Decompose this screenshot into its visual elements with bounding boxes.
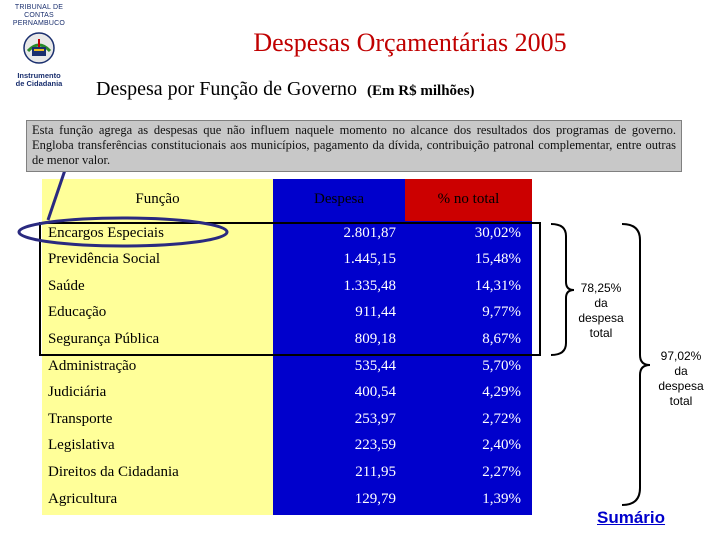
page-subtitle: Despesa por Função de Governo (Em R$ mil… <box>96 78 475 101</box>
row-function: Previdência Social <box>48 251 161 267</box>
row-percent: 8,67% <box>482 331 521 347</box>
all-line2: da <box>674 364 688 378</box>
logo-sub-line2: de Cidadania <box>15 79 63 88</box>
row-function: Transporte <box>48 411 113 427</box>
table-row: Legislativa 223,59 2,40% <box>42 433 532 459</box>
sumario-link[interactable]: Sumário <box>597 508 666 527</box>
row-function: Encargos Especiais <box>48 225 164 241</box>
table-row: Administração 535,44 5,70% <box>42 354 532 380</box>
row-function: Administração <box>48 358 137 374</box>
logo-org-line2: PERNAMBUCO <box>12 20 66 27</box>
row-percent: 1,39% <box>482 491 521 507</box>
top5-line4: total <box>589 326 613 340</box>
all-line4: total <box>669 394 693 408</box>
top5-line2: da <box>594 296 608 310</box>
table-row: Previdência Social 1.445,15 15,48% <box>42 247 532 273</box>
row-expense: 809,18 <box>354 331 396 347</box>
table-row: Transporte 253,97 2,72% <box>42 407 532 433</box>
expense-table: Função Despesa % no total Encargos Espec… <box>42 179 532 515</box>
row-function: Direitos da Cidadania <box>48 464 179 480</box>
subtitle-main: Despesa por Função de Governo <box>96 78 358 100</box>
tribunal-seal-icon <box>23 32 55 64</box>
tooltip-box: Esta função agrega as despesas que não i… <box>26 120 682 172</box>
header-percent: % no total <box>437 191 500 207</box>
logo: TRIBUNAL DE CONTAS PERNAMBUCO Instrument… <box>4 4 74 88</box>
table-row: Segurança Pública 809,18 8,67% <box>42 327 532 353</box>
row-function: Saúde <box>48 278 85 294</box>
all-percent: 97,02% <box>660 349 702 363</box>
row-function: Educação <box>48 304 107 320</box>
table-row: Agricultura 129,79 1,39% <box>42 487 532 513</box>
row-percent: 15,48% <box>474 251 521 267</box>
row-expense: 223,59 <box>354 437 396 453</box>
top5-percent: 78,25% <box>580 281 622 295</box>
row-percent: 5,70% <box>482 358 521 374</box>
row-expense: 2.801,87 <box>343 225 397 241</box>
row-expense: 400,54 <box>354 384 396 400</box>
percent-header-bg <box>405 179 532 221</box>
row-percent: 2,27% <box>482 464 521 480</box>
row-expense: 129,79 <box>354 491 396 507</box>
all-annotation: 97,02% da despesa total <box>646 349 716 409</box>
row-percent: 4,29% <box>482 384 521 400</box>
all-line3: despesa <box>658 379 704 393</box>
row-expense: 211,95 <box>355 464 396 480</box>
row-expense: 1.445,15 <box>343 251 397 267</box>
logo-sub-line1: Instrumento <box>17 71 61 80</box>
row-expense: 911,44 <box>355 304 396 320</box>
table-row: Judiciária 400,54 4,29% <box>42 380 532 406</box>
table-row: Direitos da Cidadania 211,95 2,27% <box>42 460 532 486</box>
row-percent: 2,72% <box>482 411 521 427</box>
row-expense: 535,44 <box>354 358 396 374</box>
row-expense: 1.335,48 <box>343 278 397 294</box>
row-expense: 253,97 <box>354 411 396 427</box>
row-function: Judiciária <box>48 384 107 400</box>
table-row: Saúde 1.335,48 14,31% <box>42 274 532 300</box>
header-function: Função <box>135 191 180 207</box>
top5-line3: despesa <box>578 311 624 325</box>
row-function: Agricultura <box>48 491 118 507</box>
row-percent: 9,77% <box>482 304 521 320</box>
row-function: Legislativa <box>48 437 115 453</box>
row-percent: 14,31% <box>474 278 521 294</box>
top5-annotation: 78,25% da despesa total <box>568 281 634 341</box>
logo-org-line1: TRIBUNAL DE CONTAS <box>14 4 64 19</box>
table-row: Encargos Especiais 2.801,87 30,02% <box>42 221 532 247</box>
row-percent: 2,40% <box>482 437 521 453</box>
expense-header-bg <box>273 179 405 221</box>
table-row: Educação 911,44 9,77% <box>42 300 532 326</box>
subtitle-unit: (Em R$ milhões) <box>367 83 475 99</box>
header-expense: Despesa <box>314 191 364 207</box>
row-percent: 30,02% <box>474 225 521 241</box>
row-function: Segurança Pública <box>48 331 160 347</box>
page-title: Despesas Orçamentárias 2005 <box>253 28 567 57</box>
